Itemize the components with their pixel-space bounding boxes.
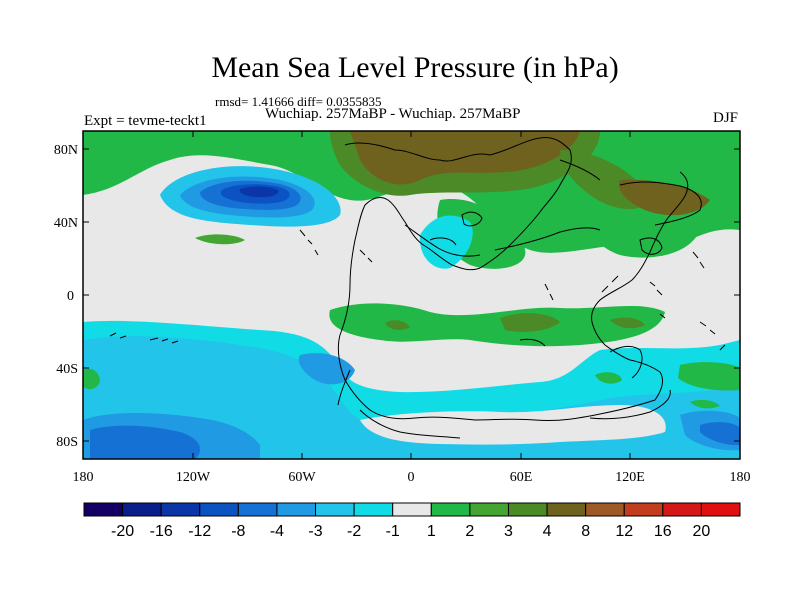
colorbar-label: -16: [150, 523, 173, 540]
lon-tick-label: 120W: [176, 470, 211, 485]
lat-tick-label: 40S: [56, 362, 78, 377]
season-label: DJF: [712, 110, 738, 126]
colorbar-label: 16: [654, 523, 672, 540]
colorbar-box: [469, 502, 509, 517]
colorbar-box: [662, 502, 702, 517]
colorbar-label: 3: [504, 523, 513, 540]
lon-tick-label: 60E: [510, 470, 533, 485]
colorbar-label: -12: [188, 523, 211, 540]
lon-tick-label: 120E: [615, 470, 645, 485]
colorbar-label: 12: [615, 523, 633, 540]
colorbar-label: 1: [427, 523, 436, 540]
colorbar-label: -4: [270, 523, 284, 540]
colorbar-box: [315, 502, 355, 517]
colorbar-box: [122, 502, 162, 517]
colorbar-label: 4: [543, 523, 552, 540]
lat-tick-label: 80N: [54, 143, 78, 158]
colorbar-box: [507, 502, 548, 517]
colorbar-label: 20: [693, 523, 711, 540]
subtitle-label: Wuchiap. 257MaBP - Wuchiap. 257MaBP: [265, 106, 521, 122]
colorbar-box: [199, 502, 239, 517]
lat-tick-label: 0: [67, 289, 74, 304]
lat-tick-label: 80S: [56, 435, 78, 450]
lon-tick-label: 60W: [288, 470, 316, 485]
pressure-field: [83, 131, 740, 459]
colorbar-labels: -20 -16 -12 -8 -4 -3 -2 -1 1 2 3 4 8 12 16 20: [111, 523, 710, 540]
colorbar-box: [546, 502, 587, 517]
colorbar-label: -2: [347, 523, 361, 540]
colorbar-box: [276, 502, 317, 517]
colorbar-label: 8: [581, 523, 590, 540]
colorbar-label: -8: [231, 523, 245, 540]
colorbar-label: 2: [465, 523, 474, 540]
colorbar-box: [700, 502, 741, 517]
colorbar-box: [623, 502, 664, 517]
colorbar-box: [83, 502, 124, 517]
lon-tick-label: 180: [730, 470, 751, 485]
stats-label: rmsd= 1.41666 diff= 0.0355835: [215, 94, 382, 109]
experiment-label: Expt = tevme-teckt1: [84, 113, 207, 129]
lon-tick-label: 180: [73, 470, 94, 485]
island-outlines: [109, 229, 726, 351]
coastline: [337, 136, 702, 439]
colorbar-box: [353, 502, 394, 517]
colorbar-box: [160, 502, 201, 517]
colorbar-box: [237, 502, 278, 517]
lon-tick-marks: [192, 131, 631, 459]
colorbar-box: [392, 502, 432, 517]
plot-title: Mean Sea Level Pressure (in hPa): [211, 51, 619, 84]
colorbar-box: [585, 502, 625, 517]
colorbar-label: -1: [386, 523, 400, 540]
colorbar-label: -3: [308, 523, 322, 540]
lon-tick-label: 0: [408, 470, 415, 485]
colorbar: [83, 502, 741, 517]
lat-tick-label: 40N: [54, 216, 78, 231]
colorbar-box: [430, 502, 471, 517]
colorbar-label: -20: [111, 523, 134, 540]
lat-tick-marks: [83, 148, 740, 442]
